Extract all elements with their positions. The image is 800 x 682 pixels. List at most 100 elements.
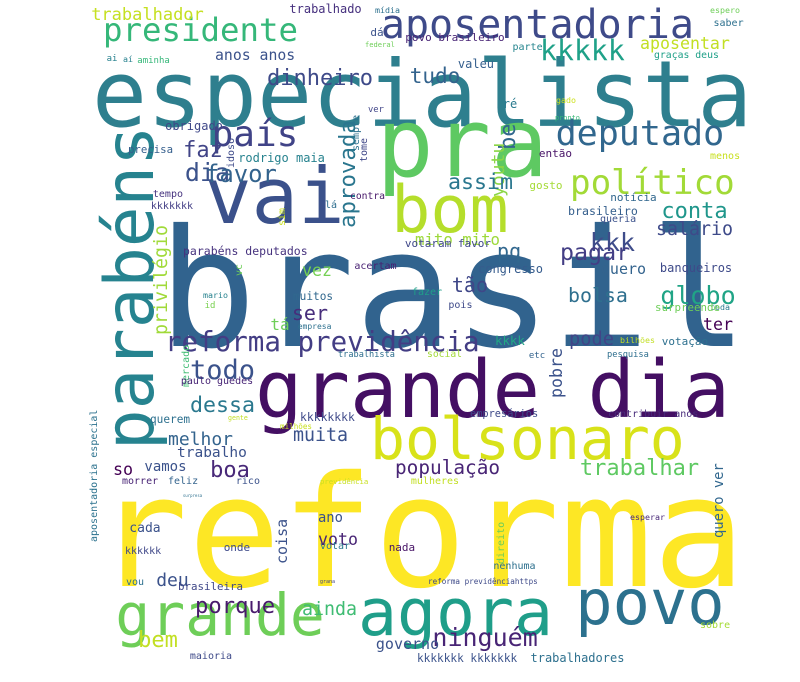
word: so <box>113 458 134 479</box>
word: notícia <box>610 191 657 204</box>
word: contra <box>350 191 385 203</box>
word: agora <box>358 575 554 651</box>
word: bolsonaro <box>370 404 685 473</box>
word: dinheiro <box>267 66 373 91</box>
word: globo <box>660 281 736 310</box>
word: esperar <box>630 511 665 522</box>
word: kkk <box>589 228 636 257</box>
word: governo <box>375 635 440 653</box>
word: surpresa <box>182 493 203 498</box>
word: kkkk <box>495 332 525 348</box>
word: valeu <box>457 57 495 71</box>
word: etc <box>528 351 546 361</box>
word: reforma previdência <box>165 326 480 359</box>
word: votar <box>320 541 351 552</box>
word: povo <box>575 566 725 639</box>
word: bolsa <box>568 284 628 307</box>
word: kkkkkkk <box>150 201 194 212</box>
word: trabalhadores <box>530 651 625 665</box>
word: empresários <box>470 407 539 420</box>
word: dia <box>184 158 231 187</box>
word: bilhões <box>620 334 655 345</box>
word: obrigado <box>165 119 223 133</box>
word: ré <box>502 97 518 111</box>
word: id <box>204 301 216 311</box>
word: assim <box>448 170 514 196</box>
word: maioria <box>189 651 233 662</box>
word: porque <box>195 592 276 619</box>
word: aposentadoria especial <box>89 409 100 542</box>
word: aposentadoria <box>380 2 694 48</box>
word: bom <box>391 173 509 248</box>
word: tá <box>270 315 290 334</box>
word: aprovada <box>335 120 362 228</box>
word: saber <box>713 18 744 29</box>
word: tempo <box>152 189 183 200</box>
word: faz <box>183 138 223 163</box>
word: mario <box>203 289 228 300</box>
word: muitos <box>293 289 334 303</box>
word: gosto <box>529 179 563 192</box>
word: feliz <box>168 476 199 487</box>
word: brasileiro <box>568 203 638 218</box>
word: presidente <box>103 10 299 49</box>
word: kkkkkkkk <box>300 410 355 425</box>
word: sobre <box>700 620 731 631</box>
word: precisa <box>128 142 174 156</box>
word: mulheres <box>410 476 460 487</box>
word: previdência <box>320 477 369 487</box>
word: favor <box>205 159 277 188</box>
word: trabalhar <box>579 456 700 481</box>
word: privilégio <box>151 224 173 335</box>
word: votaram favor <box>404 237 491 250</box>
word: pagar <box>560 238 631 266</box>
word: rodrigo maia <box>238 151 325 165</box>
word: ai <box>106 54 118 64</box>
word: parte <box>512 42 543 53</box>
word: boa <box>210 458 250 483</box>
word: dessa <box>190 393 256 419</box>
word: população <box>395 455 501 479</box>
word: nenhuma <box>493 561 536 572</box>
word: kkkkk <box>540 33 625 67</box>
word: ter <box>703 315 733 335</box>
word: vai <box>205 151 345 242</box>
word: kkkkkk <box>125 546 162 557</box>
word: muita <box>293 424 349 446</box>
word: morrer <box>122 476 159 487</box>
word: trabalhista <box>338 349 395 360</box>
word: votação <box>661 335 709 348</box>
word: ver <box>368 104 384 115</box>
word: graças deus <box>654 49 719 61</box>
word: parabéns deputados <box>183 244 308 259</box>
word: menos <box>710 151 741 162</box>
word: grande dia <box>255 343 730 436</box>
word: pesquisa <box>607 350 649 361</box>
word: onde <box>223 541 251 554</box>
word: todo <box>190 355 256 386</box>
word: grande <box>115 581 325 649</box>
word: lá <box>325 199 338 211</box>
word: empresa <box>297 322 332 331</box>
word: vez <box>302 261 332 281</box>
word: trabalhado <box>289 2 362 16</box>
word: rico <box>235 476 260 487</box>
word: voto <box>318 529 358 549</box>
word: mídia <box>375 5 400 16</box>
word: pode <box>569 328 615 350</box>
word: sim <box>277 208 288 227</box>
word: fazer <box>412 287 443 298</box>
word: surpreende <box>655 301 721 315</box>
word: mito mito <box>415 230 501 250</box>
word: deu <box>156 570 189 591</box>
word: gado <box>556 94 576 105</box>
word: conta <box>661 199 728 224</box>
word: aminha <box>137 56 170 66</box>
word: social <box>427 349 462 361</box>
word: melhor <box>168 428 234 450</box>
word: pobre <box>546 348 566 398</box>
word: ano <box>318 509 343 526</box>
word: bem <box>138 628 178 653</box>
word: espero <box>710 5 740 16</box>
word: vc <box>234 263 245 276</box>
